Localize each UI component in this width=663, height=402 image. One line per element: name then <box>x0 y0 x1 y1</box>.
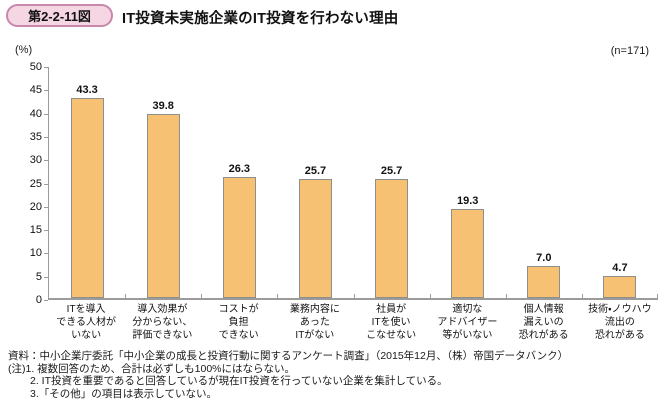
y-axis-unit-label: (%) <box>15 44 33 56</box>
category-label: 個人情報 漏えいの 恐れがある <box>518 304 569 341</box>
y-axis-tick-label: 10 <box>29 247 42 260</box>
y-axis-tick <box>44 253 48 255</box>
bar-column: 39.8 <box>125 67 201 298</box>
category-label: 業務内容に あった ITがない <box>289 304 340 341</box>
y-axis-tick <box>44 113 48 115</box>
y-axis-tick-label: 30 <box>29 154 42 167</box>
bar <box>527 265 561 298</box>
x-axis-tick <box>125 294 127 298</box>
y-axis-tick <box>44 90 48 92</box>
bar-value-label: 7.0 <box>536 251 552 264</box>
y-axis-tick-label: 40 <box>29 107 42 120</box>
bar <box>375 179 409 298</box>
y-axis-tick-label: 5 <box>35 270 42 283</box>
y-axis-tick-label: 50 <box>29 61 42 73</box>
y-axis-tick-label: 15 <box>29 224 42 237</box>
bar-column: 25.7 <box>354 67 430 298</box>
bar-column: 19.3 <box>430 67 506 298</box>
bar <box>70 97 104 298</box>
y-axis-tick-label: 0 <box>35 294 42 306</box>
x-axis-tick <box>201 294 203 298</box>
x-axis-tick <box>353 294 355 298</box>
source-line: 資料：中小企業庁委託「中小企業の成長と投資行動に関するアンケート調査」（2015… <box>8 350 569 362</box>
y-axis-tick-label: 35 <box>29 130 42 143</box>
footer-notes: 資料：中小企業庁委託「中小企業の成長と投資行動に関するアンケート調査」（2015… <box>8 350 658 400</box>
figure-number-label: 第2-2-11図 <box>28 9 91 24</box>
bar-value-label: 39.8 <box>152 100 174 113</box>
figure-title: IT投資未実施企業のIT投資を行わない理由 <box>122 11 399 27</box>
note-line-3: 3.「その他」の項目は表示していない。 <box>30 387 217 400</box>
bar-value-label: 4.7 <box>612 262 628 275</box>
x-axis-category-labels: ITを導入 できる人材が いない 導入効果が 分からない、 評価できない コストが 負担 できな… <box>48 304 658 342</box>
x-axis-tick <box>581 294 583 298</box>
bar-column: 26.3 <box>201 67 277 298</box>
y-axis-labels: 0 5 10 15 20 25 30 35 40 45 50 <box>0 61 42 306</box>
y-axis-tick <box>44 136 48 138</box>
bar-column: 43.3 <box>49 67 125 298</box>
bar-column: 25.7 <box>277 67 353 298</box>
note-line-1: (注)1. 複数回答のため、合計は必ずしも100%にはならない。 <box>8 362 296 375</box>
note-line-2: 2. IT投資を重要であると回答しているが現在IT投資を行っていない企業を集計し… <box>30 375 448 388</box>
bar <box>146 114 180 298</box>
bar-value-label: 19.3 <box>456 194 479 207</box>
bar-value-label: 43.3 <box>76 83 98 96</box>
x-axis-tick <box>277 294 279 298</box>
y-axis-tick <box>44 183 48 185</box>
y-axis-tick <box>44 160 48 162</box>
y-axis-tick <box>44 230 48 232</box>
bar <box>603 276 637 298</box>
bar <box>222 176 256 298</box>
bar-column: 4.7 <box>582 67 658 298</box>
y-axis-tick <box>44 206 48 208</box>
x-axis-tick <box>429 294 431 298</box>
bar-column: 7.0 <box>506 67 582 298</box>
category-label: 社員が ITを使い こなせない <box>366 304 417 341</box>
y-axis-tick-label: 45 <box>29 84 42 97</box>
plot-area: 43.3 39.8 26.3 25.7 25.7 19.3 7.0 4.7 <box>48 67 658 300</box>
bar <box>298 179 332 298</box>
y-axis-tick-label: 20 <box>29 200 42 213</box>
bar-series: 43.3 39.8 26.3 25.7 25.7 19.3 7.0 4.7 <box>49 67 658 298</box>
figure-number-badge: 第2-2-11図 <box>6 4 113 27</box>
y-axis-tick <box>44 276 48 278</box>
y-axis-tick <box>44 67 48 68</box>
bar-value-label: 25.7 <box>380 165 403 178</box>
bar-value-label: 26.3 <box>228 162 251 175</box>
y-axis-tick-label: 25 <box>29 177 42 190</box>
bar-value-label: 25.7 <box>304 165 327 178</box>
bar <box>451 208 485 298</box>
category-label: 導入効果が 分からない、 評価できない <box>132 304 193 341</box>
category-label: 技術・ノウハウ 流出の 恐れがある <box>588 304 652 341</box>
category-label: コストが 負担 できない <box>218 304 259 341</box>
x-axis-tick <box>657 294 658 298</box>
sample-size-label: (n=171) <box>610 45 649 57</box>
y-axis-tick <box>44 300 48 301</box>
x-axis-tick <box>505 294 507 298</box>
category-label: ITを導入 できる人材が いない <box>56 304 117 341</box>
category-label: 適切な アドバイザー 等がいない <box>437 304 498 341</box>
